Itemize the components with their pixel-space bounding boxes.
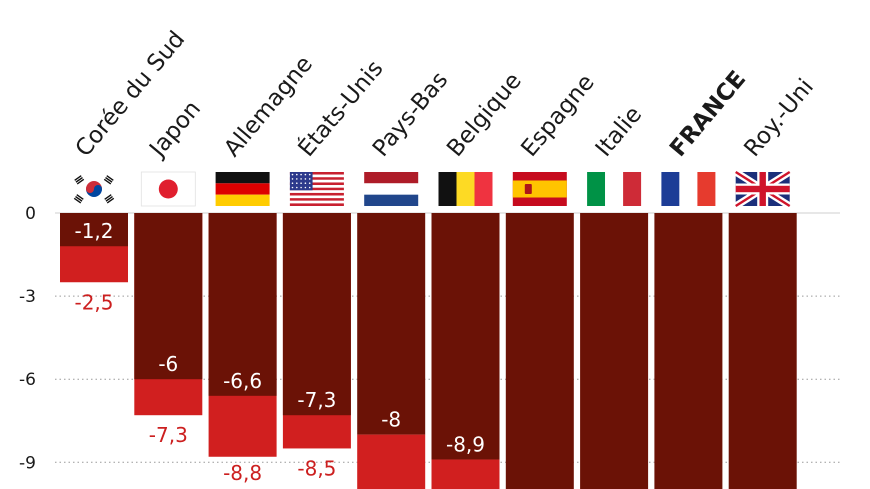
flags xyxy=(67,169,792,209)
value-labels: -1,2 -2,5 -6 -7,3 -6,6 -8,8 -7,3 -8,5 -8 -8,9 xyxy=(74,219,485,485)
bar-dark-belgique xyxy=(431,213,500,460)
netherlands-flag-icon xyxy=(364,172,419,206)
value-label-dark-japon: -6 xyxy=(158,352,178,376)
category-label-roy-uni: Roy.-Uni xyxy=(739,74,819,162)
bar-dark-espagne xyxy=(505,213,574,489)
category-label-japon: Japon xyxy=(144,96,206,163)
y-axis-ticks: 0 -3 -6 -9 xyxy=(19,204,36,473)
bar-dark-allemagne xyxy=(208,213,277,396)
bars xyxy=(60,213,797,489)
germany-flag-icon xyxy=(215,172,270,206)
category-label-france: FRANCE xyxy=(665,66,751,162)
category-label-espagne: Espagne xyxy=(516,70,599,162)
bar-dark-pays-bas xyxy=(357,213,426,435)
france-flag-icon xyxy=(661,172,716,206)
bar-dark-france xyxy=(654,213,723,489)
bar-dark-etats-unis xyxy=(282,213,351,416)
value-label-dark-allemagne: -6,6 xyxy=(223,369,262,393)
bar-dark-coree-du-sud xyxy=(60,213,128,247)
value-label-red-coree-du-sud: -2,5 xyxy=(74,290,113,314)
bar-dark-roy-uni xyxy=(728,213,797,489)
italy-flag-icon xyxy=(587,172,642,206)
uk-flag-icon xyxy=(733,169,792,209)
belgium-flag-icon xyxy=(438,172,493,206)
bar-red-belgique xyxy=(431,459,500,489)
spain-flag-icon xyxy=(512,172,567,206)
y-tick-label: -6 xyxy=(19,370,36,390)
bar-dark-italie xyxy=(580,213,649,489)
japan-flag-icon xyxy=(140,171,196,207)
value-label-dark-coree-du-sud: -1,2 xyxy=(74,219,113,243)
bar-dark-japon xyxy=(134,213,203,380)
category-label-belgique: Belgique xyxy=(442,68,527,162)
y-tick-label: -3 xyxy=(19,287,36,307)
value-label-dark-pays-bas: -8 xyxy=(381,408,401,432)
bar-red-pays-bas xyxy=(357,434,426,489)
value-label-red-allemagne: -8,8 xyxy=(223,461,262,485)
value-label-dark-belgique: -8,9 xyxy=(446,433,485,457)
value-label-red-etats-unis: -8,5 xyxy=(297,456,336,480)
y-tick-label: -9 xyxy=(19,453,36,473)
category-label-italie: Italie xyxy=(591,102,647,162)
korea-flag-icon xyxy=(67,172,121,206)
value-label-dark-etats-unis: -7,3 xyxy=(297,388,336,412)
y-tick-label: 0 xyxy=(25,204,36,224)
usa-flag-icon xyxy=(289,172,344,206)
value-label-red-japon: -7,3 xyxy=(149,423,188,447)
